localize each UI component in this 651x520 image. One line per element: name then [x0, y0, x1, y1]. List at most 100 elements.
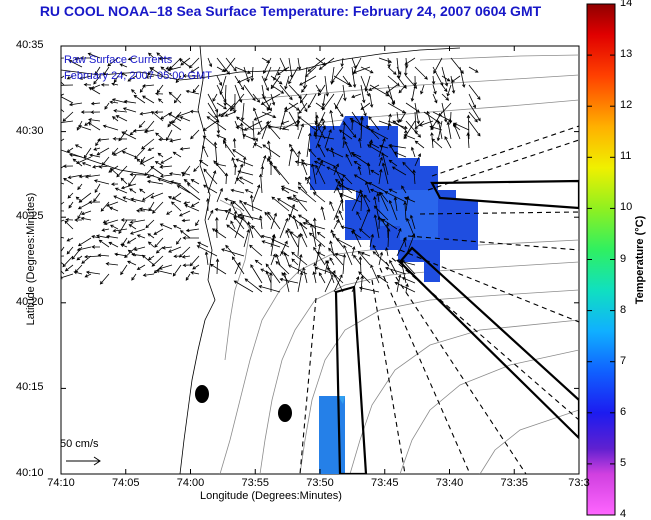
current-vector [105, 234, 119, 239]
current-vector [403, 201, 407, 221]
current-vector [233, 280, 254, 293]
current-vector [213, 141, 218, 167]
current-vector [172, 264, 182, 277]
colorbar-tick-label: 6 [620, 405, 627, 418]
current-vector [112, 147, 128, 156]
current-vector [190, 179, 200, 185]
current-vector [88, 118, 101, 122]
current-vector [360, 115, 364, 140]
current-vector [280, 185, 299, 194]
current-vector [120, 72, 128, 77]
current-vector [242, 156, 247, 167]
current-vector [98, 239, 110, 248]
legend-line-2: February 24, 2007 05:00 GMT [64, 70, 212, 82]
current-vector [264, 211, 272, 221]
current-vector [313, 133, 335, 140]
current-vector [395, 259, 416, 266]
current-vector [66, 246, 74, 255]
current-vector [342, 136, 346, 149]
current-vector [378, 144, 389, 149]
current-vector [450, 75, 461, 83]
current-vector [211, 228, 227, 239]
current-vector [138, 207, 155, 212]
current-vector [392, 120, 407, 131]
current-vector [297, 57, 302, 71]
current-vector [269, 272, 273, 292]
scale-arrow [66, 456, 101, 466]
current-vector [448, 111, 453, 124]
current-vector [261, 120, 270, 140]
legend-line-1: Raw Surface Currents [64, 54, 173, 66]
current-vector [297, 214, 308, 221]
current-vector [305, 176, 317, 194]
y-tick-label: 40:15 [16, 381, 44, 394]
current-vector [153, 228, 164, 235]
current-vector [74, 144, 83, 149]
current-vector [121, 131, 137, 140]
current-vector [378, 191, 389, 212]
current-vector [459, 66, 466, 88]
current-vector [299, 93, 308, 104]
current-vector [267, 211, 281, 230]
current-vector [297, 93, 308, 113]
current-vector [230, 220, 236, 230]
current-vector [149, 67, 164, 77]
current-vector [432, 93, 438, 104]
current-vector [84, 120, 92, 126]
current-vector [147, 66, 155, 76]
current-vector [414, 111, 418, 135]
current-vector [199, 160, 209, 167]
current-vector [313, 262, 317, 275]
colorbar-tick-label: 5 [620, 456, 627, 469]
current-vector [244, 278, 263, 293]
current-vector [179, 230, 191, 239]
current-vector [136, 209, 146, 213]
current-vector [61, 255, 65, 257]
current-vector [315, 159, 323, 176]
current-vector [232, 137, 237, 149]
current-vector [61, 236, 65, 239]
current-vector [168, 246, 182, 253]
current-vector [387, 75, 400, 87]
current-vector [158, 56, 173, 61]
current-vector [161, 245, 173, 250]
current-vector [182, 236, 200, 240]
current-vector [234, 261, 241, 275]
current-vector [180, 57, 191, 66]
current-vector [260, 234, 272, 239]
current-vector [220, 102, 236, 118]
current-vector [61, 261, 65, 266]
current-vector [216, 75, 222, 86]
current-vector [155, 269, 173, 275]
current-vector [315, 84, 321, 93]
current-vector [329, 257, 335, 266]
current-vector [342, 75, 351, 86]
current-vector [342, 121, 347, 140]
current-vector [147, 255, 155, 261]
current-vector [410, 84, 416, 102]
colorbar-tick-label: 9 [620, 252, 627, 265]
current-vector [381, 218, 398, 230]
current-vector [249, 244, 263, 257]
current-vector [314, 266, 335, 275]
current-vector [292, 214, 299, 230]
colorbar-tick-label: 14 [620, 0, 633, 9]
current-vector [235, 158, 254, 167]
current-vector [186, 182, 200, 194]
current-vector [236, 116, 254, 131]
current-vector [165, 66, 173, 70]
current-vector [317, 84, 326, 97]
current-vector [171, 201, 182, 212]
current-vector [441, 93, 450, 101]
current-vector [231, 256, 245, 275]
current-vector [301, 161, 308, 176]
current-vector [352, 154, 371, 167]
x-tick-label: 74:00 [176, 477, 205, 489]
current-vector [372, 244, 380, 257]
current-vector [146, 179, 164, 185]
colorbar-title: Temperature (°C) [634, 215, 646, 305]
current-vector [441, 84, 448, 93]
current-vector [360, 208, 370, 230]
current-vector [225, 57, 237, 72]
current-vector [310, 223, 317, 248]
